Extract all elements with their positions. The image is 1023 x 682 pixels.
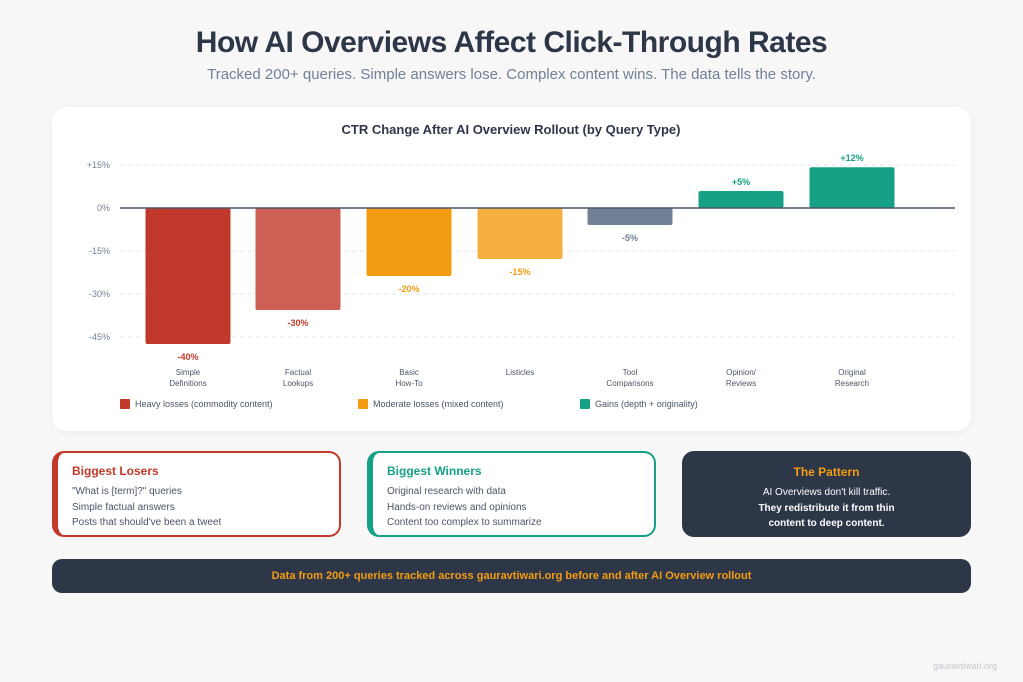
winner-item: Original research with data bbox=[387, 486, 506, 497]
pattern-line: content to deep content. bbox=[768, 518, 885, 529]
legend-label: Moderate losses (mixed content) bbox=[373, 399, 504, 409]
winner-item: Content too complex to summarize bbox=[387, 517, 542, 528]
bar bbox=[698, 191, 784, 208]
legend-label: Heavy losses (commodity content) bbox=[135, 399, 273, 409]
watermark: gauravtiwari.org bbox=[932, 661, 997, 671]
losers-title: Biggest Losers bbox=[72, 464, 159, 478]
x-tick-label: Basic bbox=[399, 368, 419, 377]
pattern-card: The Pattern AI Overviews don't kill traf… bbox=[682, 451, 971, 537]
x-tick-label: Listicles bbox=[506, 368, 534, 377]
bar bbox=[477, 208, 563, 259]
x-tick-label: Definitions bbox=[169, 379, 206, 388]
loser-item: Simple factual answers bbox=[72, 501, 175, 513]
y-tick-label: -45% bbox=[89, 332, 110, 342]
x-tick-label: Comparisons bbox=[606, 379, 653, 388]
page-title: How AI Overviews Affect Click-Through Ra… bbox=[195, 26, 828, 59]
y-tick-label: -15% bbox=[89, 246, 110, 256]
bar bbox=[145, 208, 231, 344]
chart-title: CTR Change After AI Overview Rollout (by… bbox=[341, 122, 680, 137]
loser-item: Posts that should've been a tweet bbox=[72, 517, 222, 528]
biggest-winners-card: Biggest Winners Original research with d… bbox=[367, 451, 656, 537]
legend-swatch bbox=[358, 399, 368, 409]
y-tick-label: +15% bbox=[87, 160, 110, 170]
x-tick-label: How-To bbox=[395, 379, 423, 388]
x-tick-label: Lookups bbox=[283, 379, 313, 388]
legend-swatch bbox=[580, 399, 590, 409]
x-tick-label: Simple bbox=[176, 368, 201, 377]
bar bbox=[587, 208, 673, 225]
biggest-losers-card: Biggest Losers "What is [term]?" queries… bbox=[52, 451, 341, 537]
x-tick-label: Tool bbox=[623, 368, 638, 377]
pattern-line: AI Overviews don't kill traffic. bbox=[762, 487, 891, 498]
legend-label: Gains (depth + originality) bbox=[595, 399, 698, 409]
winners-title: Biggest Winners bbox=[387, 464, 482, 478]
bar-chart: CTR Change After AI Overview Rollout (by… bbox=[87, 122, 955, 409]
data-label: +12% bbox=[840, 153, 863, 163]
pattern-line: They redistribute it from thin bbox=[758, 502, 895, 514]
pattern-title: The Pattern bbox=[793, 465, 860, 479]
bar bbox=[255, 208, 341, 310]
winner-item: Hands-on reviews and opinions bbox=[387, 501, 527, 513]
x-tick-label: Reviews bbox=[726, 379, 756, 388]
y-tick-label: -30% bbox=[89, 289, 110, 299]
footer-banner: Data from 200+ queries tracked across ga… bbox=[52, 559, 971, 593]
data-label: -30% bbox=[287, 318, 308, 328]
data-label: -40% bbox=[177, 352, 198, 362]
page-subtitle: Tracked 200+ queries. Simple answers los… bbox=[207, 66, 816, 83]
data-label: -15% bbox=[509, 267, 530, 277]
loser-item: "What is [term]?" queries bbox=[72, 486, 182, 497]
bar bbox=[366, 208, 452, 276]
bar bbox=[809, 167, 895, 208]
x-tick-label: Factual bbox=[285, 368, 311, 377]
y-tick-label: 0% bbox=[97, 203, 110, 213]
x-tick-label: Research bbox=[835, 379, 869, 388]
data-label: -20% bbox=[398, 284, 419, 294]
x-tick-label: Opinion/ bbox=[726, 368, 757, 377]
x-tick-label: Original bbox=[838, 368, 866, 377]
legend-swatch bbox=[120, 399, 130, 409]
data-label: -5% bbox=[622, 233, 638, 243]
data-label: +5% bbox=[732, 177, 750, 187]
